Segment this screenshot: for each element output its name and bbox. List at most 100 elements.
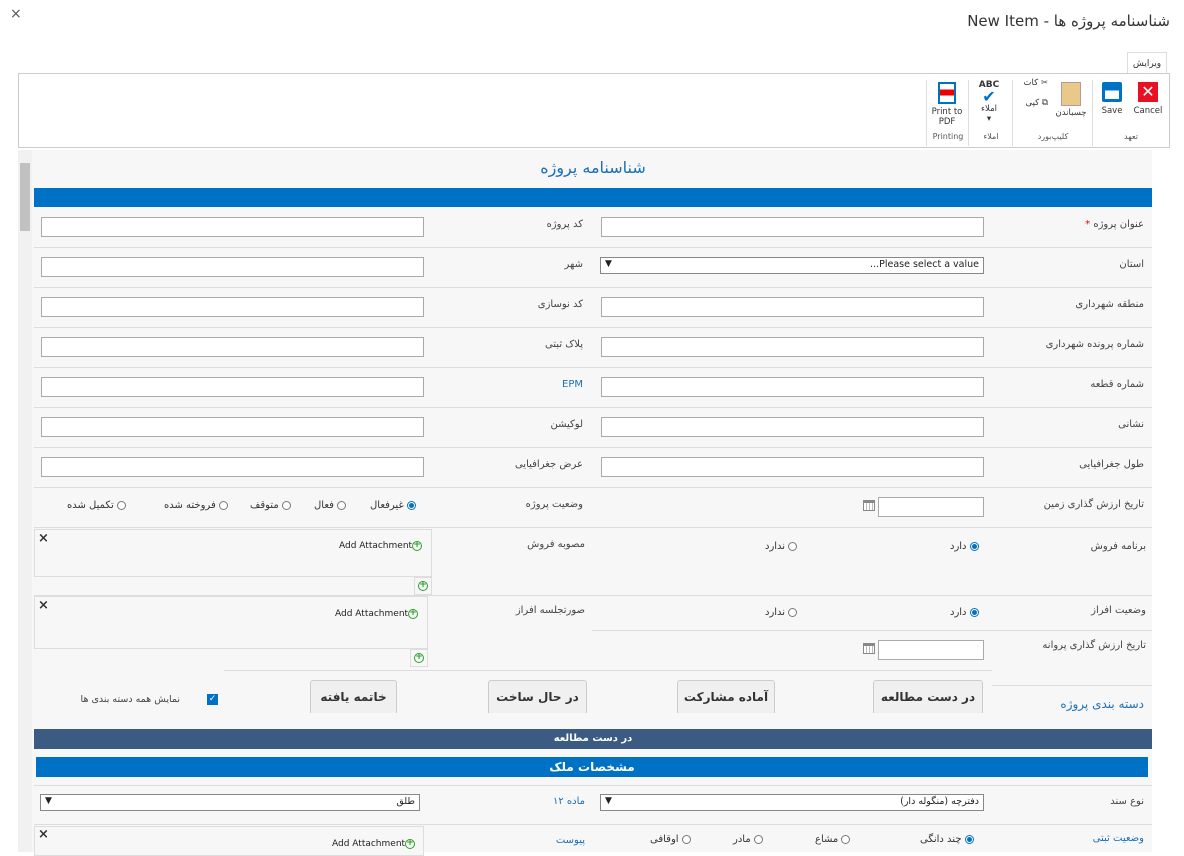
- form-title: شناسنامه پروژه: [540, 158, 646, 177]
- reg-option-mother[interactable]: مادر: [733, 834, 763, 845]
- form-row: استان ▼ Please select a value... شهر: [34, 248, 1152, 288]
- right-field-input[interactable]: [601, 417, 984, 437]
- province-select[interactable]: ▼ Please select a value...: [600, 257, 984, 274]
- split-option-yes[interactable]: دارد: [950, 607, 979, 618]
- add-attachment-sale[interactable]: Add Attachment+: [339, 540, 423, 551]
- chevron-down-icon: ▼: [45, 796, 52, 806]
- pdf-label: Print to PDF: [931, 107, 963, 127]
- left-field-input[interactable]: [41, 377, 424, 397]
- calendar-icon[interactable]: [863, 643, 875, 654]
- cut-button[interactable]: ✂ کات: [1016, 78, 1048, 88]
- left-field-input[interactable]: [41, 457, 424, 477]
- form-row: نشانی لوکیشن: [34, 408, 1152, 448]
- scrollbar-thumb[interactable]: [20, 163, 30, 231]
- clipboard-icon: [1061, 82, 1081, 106]
- plus-icon: +: [412, 540, 423, 551]
- copy-label: کپی: [1025, 98, 1040, 108]
- spelling-button[interactable]: ABC ✔ املاء ▾: [974, 80, 1004, 124]
- add-attachment-small[interactable]: +: [410, 649, 428, 667]
- status-option-inactive[interactable]: غیرفعال: [370, 500, 416, 511]
- print-to-pdf-button[interactable]: Print to PDF: [930, 82, 964, 127]
- permit-date-label: تاریخ ارزش گذاری پروانه: [1042, 640, 1146, 651]
- status-label: وضعیت پروژه: [525, 499, 583, 510]
- right-field-input[interactable]: [601, 337, 984, 357]
- category-tab-building[interactable]: در حال ساخت: [488, 680, 587, 713]
- calendar-icon[interactable]: [863, 500, 875, 511]
- split-status-label: وضعیت افراز: [1091, 605, 1146, 616]
- sale-option-no[interactable]: ندارد: [765, 541, 798, 552]
- left-field-input[interactable]: [41, 417, 424, 437]
- copy-button[interactable]: ⧉ کپی: [1016, 98, 1048, 108]
- field-label: طول جغرافیایی: [1079, 459, 1144, 470]
- field-label: عنوان پروژه *: [1085, 219, 1144, 230]
- land-date-input[interactable]: [878, 497, 984, 517]
- cancel-button[interactable]: ✕ Cancel: [1133, 82, 1163, 116]
- add-attachment-small[interactable]: +: [414, 577, 432, 595]
- plus-icon: +: [405, 838, 416, 849]
- dropdown-arrow-icon: ▾: [986, 114, 992, 124]
- reg-option-multi[interactable]: چند دانگی: [920, 834, 974, 845]
- remove-icon[interactable]: ×: [38, 827, 49, 842]
- field-label: شماره قطعه: [1090, 379, 1144, 390]
- split-option-no[interactable]: ندارد: [765, 607, 798, 618]
- remove-icon[interactable]: ×: [38, 598, 49, 613]
- right-field-input[interactable]: [601, 217, 984, 237]
- category-tab-finished[interactable]: خاتمه یافته: [310, 680, 397, 713]
- right-field-input[interactable]: [601, 377, 984, 397]
- chevron-down-icon: ▼: [605, 796, 612, 806]
- paste-label: چسباندن: [1055, 108, 1087, 118]
- left-field-input[interactable]: [41, 297, 424, 317]
- article12-select[interactable]: ▼ طلق: [40, 794, 420, 811]
- status-option-sold[interactable]: فروخته شده: [164, 500, 228, 511]
- form-row: شماره قطعه EPM: [34, 368, 1152, 408]
- pdf-icon: [938, 82, 956, 104]
- show-all-label: نمایش همه دسته بندی ها: [80, 694, 180, 705]
- sale-approval-label: مصوبه فروش: [527, 539, 585, 550]
- field-label: شهر: [564, 259, 583, 270]
- tab-edit[interactable]: ویرایش: [1127, 52, 1167, 74]
- sale-option-yes[interactable]: دارد: [950, 541, 979, 552]
- add-attachment-doc[interactable]: Add Attachment+: [332, 838, 416, 849]
- left-field-input[interactable]: [41, 337, 424, 357]
- reg-status-label: وضعیت ثبتی: [1092, 833, 1144, 844]
- show-all-checkbox[interactable]: ✓: [207, 694, 218, 705]
- section-header: مشخصات ملک: [36, 757, 1148, 777]
- plus-icon: +: [418, 580, 428, 591]
- remove-icon[interactable]: ×: [38, 531, 49, 546]
- status-option-completed[interactable]: تکمیل شده: [67, 500, 126, 511]
- save-button[interactable]: Save: [1100, 82, 1124, 116]
- permit-date-input[interactable]: [878, 640, 984, 660]
- article12-label: ماده ۱۲: [552, 796, 585, 807]
- form-row: طول جغرافیایی عرض جغرافیایی: [34, 448, 1152, 488]
- category-tab-ready[interactable]: آماده مشارکت: [677, 680, 775, 713]
- add-attachment-split[interactable]: Add Attachment+: [335, 608, 419, 619]
- abc-icon: ABC: [978, 80, 1000, 90]
- ribbon: [18, 73, 1170, 148]
- group-commit: تعهد: [1124, 132, 1138, 141]
- group-clipboard: کلیپ‌بورد: [1037, 132, 1069, 141]
- plus-icon: +: [414, 652, 424, 663]
- split-minutes-label: صورتجلسه افراز: [515, 605, 585, 616]
- form-row: عنوان پروژه * کد پروژه: [34, 208, 1152, 248]
- status-option-stopped[interactable]: متوقف: [250, 500, 291, 511]
- left-field-input[interactable]: [41, 217, 424, 237]
- field-label: پلاک ثبتی: [544, 339, 583, 350]
- paste-button[interactable]: چسباندن: [1052, 82, 1090, 118]
- cancel-label: Cancel: [1133, 106, 1163, 116]
- field-label: EPM: [562, 379, 583, 390]
- scrollbar[interactable]: [18, 150, 32, 852]
- right-field-input[interactable]: [601, 297, 984, 317]
- field-label: نشانی: [1118, 419, 1144, 430]
- close-icon[interactable]: ×: [10, 6, 22, 22]
- status-option-active[interactable]: فعال: [314, 500, 346, 511]
- attachment-box-sale: [34, 529, 432, 577]
- reg-option-shared[interactable]: مشاع: [815, 834, 851, 845]
- field-label: استان: [1119, 259, 1144, 270]
- left-field-input[interactable]: [41, 257, 424, 277]
- window-title: شناسنامه پروژه ها - New Item: [967, 12, 1170, 30]
- right-field-input[interactable]: [601, 457, 984, 477]
- reg-option-endowment[interactable]: اوقافی: [650, 834, 691, 845]
- doc-type-select[interactable]: ▼ دفترچه (منگوله دار): [600, 794, 984, 811]
- category-tab-studying[interactable]: در دست مطالعه: [873, 680, 983, 713]
- active-category-bar: در دست مطالعه: [34, 729, 1152, 749]
